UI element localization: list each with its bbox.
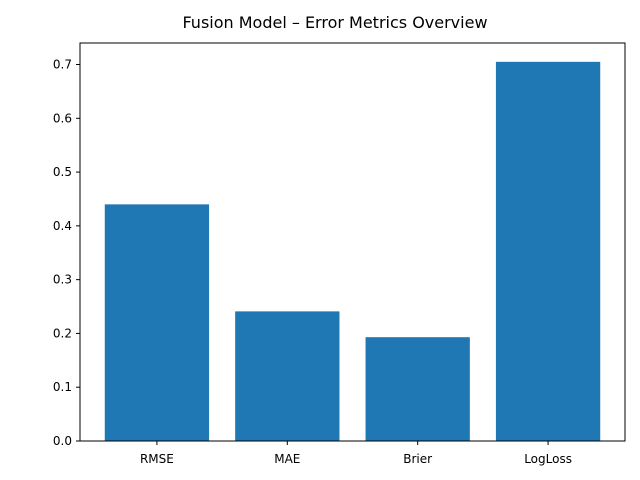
y-tick-label: 0.6 [53,111,72,125]
x-tick-label: MAE [274,452,300,466]
y-tick-label: 0.7 [53,58,72,72]
bar-logloss [495,61,601,441]
y-tick-label: 0.2 [53,326,72,340]
bar-mae [235,311,340,441]
x-tick-label: Brier [403,452,432,466]
chart-title: Fusion Model – Error Metrics Overview [182,13,487,32]
x-axis: RMSE MAE Brier LogLoss [140,441,572,466]
x-tick-label: LogLoss [524,452,572,466]
y-tick-label: 0.0 [53,434,72,448]
y-tick-label: 0.1 [53,380,72,394]
y-tick-label: 0.3 [53,273,72,287]
y-tick-label: 0.5 [53,165,72,179]
y-tick-label: 0.4 [53,219,72,233]
bar-brier [365,337,470,441]
y-axis: 0.0 0.1 0.2 0.3 0.4 0.5 0.6 0.7 [53,58,80,448]
bars-group [104,61,601,441]
bar-rmse [104,204,210,441]
plot-frame [79,42,626,442]
x-tick-label: RMSE [140,452,174,466]
